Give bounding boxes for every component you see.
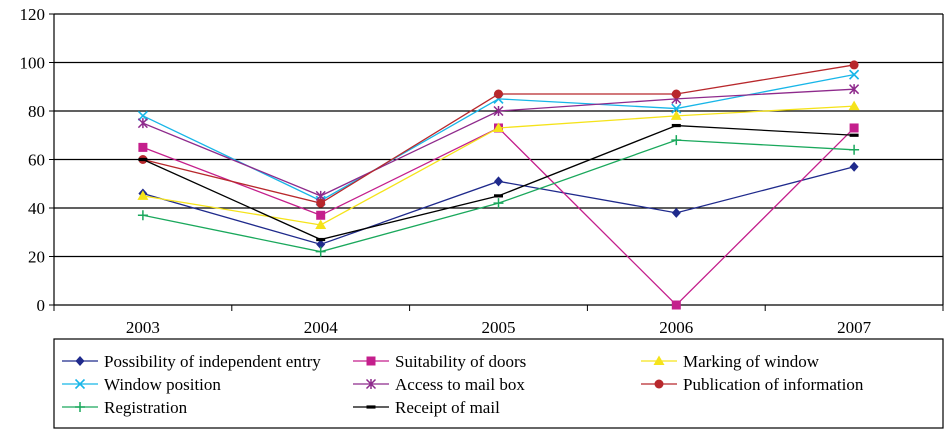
x-tick-label: 2006 xyxy=(659,318,693,337)
data-point xyxy=(849,123,859,133)
axes: 0 20 40 60 80 100 120 2003 2004 2005 2006 2007 xyxy=(20,5,944,337)
x-tick-label: 2005 xyxy=(482,318,516,337)
data-point xyxy=(671,207,681,218)
data-point xyxy=(316,237,326,242)
data-point xyxy=(137,118,148,129)
data-point xyxy=(849,133,859,137)
legend: Possibility of independent entry Suitabil… xyxy=(53,338,944,429)
legend-label: Marking of window xyxy=(683,352,820,371)
series-4 xyxy=(137,84,860,201)
legend-marker xyxy=(75,356,85,366)
legend-item: Registration xyxy=(62,398,188,417)
data-point xyxy=(494,176,503,187)
x-tick-label: 2007 xyxy=(837,318,872,337)
data-point xyxy=(493,198,504,209)
legend-item: Possibility of independent entry xyxy=(62,352,321,371)
data-point xyxy=(849,60,859,70)
series-2 xyxy=(137,100,860,229)
data-point xyxy=(316,198,326,208)
data-point xyxy=(316,239,326,250)
data-point xyxy=(494,89,503,99)
data-point xyxy=(671,103,682,114)
legend-marker xyxy=(365,378,377,390)
data-point xyxy=(849,84,860,95)
data-point xyxy=(138,142,148,152)
data-point xyxy=(849,69,860,80)
legend-label: Window position xyxy=(104,375,221,394)
legend-label: Publication of information xyxy=(683,375,864,394)
y-tick-label: 100 xyxy=(20,54,46,73)
data-point xyxy=(671,123,681,128)
y-tick-label: 40 xyxy=(28,199,45,218)
legend-item: Suitability of doors xyxy=(353,352,526,371)
data-point xyxy=(137,210,148,221)
data-point xyxy=(493,105,504,117)
data-point xyxy=(137,110,148,121)
data-point xyxy=(138,157,148,162)
series-5 xyxy=(138,60,859,208)
legend-item: Access to mail box xyxy=(353,375,525,394)
data-point xyxy=(671,135,682,146)
legend-item: Publication of information xyxy=(641,375,864,394)
legend-marker xyxy=(653,355,665,365)
y-tick-label: 20 xyxy=(28,248,45,267)
legend-label: Registration xyxy=(104,398,188,417)
data-point xyxy=(494,194,503,198)
data-point xyxy=(670,110,682,120)
legend-label: Access to mail box xyxy=(395,375,525,394)
data-point xyxy=(849,144,860,155)
legend-label: Suitability of doors xyxy=(395,352,526,371)
legend-marker xyxy=(74,378,86,390)
y-tick-label: 60 xyxy=(28,151,45,170)
legend-label: Receipt of mail xyxy=(395,398,500,417)
legend-item: Window position xyxy=(62,375,221,394)
x-tick-label: 2003 xyxy=(126,318,160,337)
gridlines xyxy=(54,13,943,258)
data-point xyxy=(493,122,504,132)
data-point xyxy=(848,100,860,111)
series-line xyxy=(142,127,855,306)
x-tick-label: 2004 xyxy=(304,318,339,337)
data-point xyxy=(671,89,681,99)
data-point xyxy=(315,219,327,229)
series-6 xyxy=(137,135,860,257)
legend-marker xyxy=(75,402,85,412)
data-point xyxy=(137,190,149,200)
y-tick-label: 0 xyxy=(37,296,46,315)
data-point xyxy=(315,246,326,257)
legend-marker xyxy=(654,379,664,389)
legend-box xyxy=(53,338,944,429)
data-point xyxy=(671,300,681,310)
legend-marker xyxy=(366,356,376,366)
series-1 xyxy=(138,123,859,310)
data-point xyxy=(316,210,326,220)
series-lines xyxy=(137,60,860,310)
legend-marker xyxy=(366,405,376,409)
y-tick-label: 120 xyxy=(20,5,46,24)
series-7 xyxy=(138,123,859,242)
y-tick-label: 80 xyxy=(28,102,45,121)
data-point xyxy=(849,161,859,172)
legend-item: Marking of window xyxy=(641,352,820,371)
legend-label: Possibility of independent entry xyxy=(104,352,321,371)
legend-item: Receipt of mail xyxy=(353,398,500,417)
